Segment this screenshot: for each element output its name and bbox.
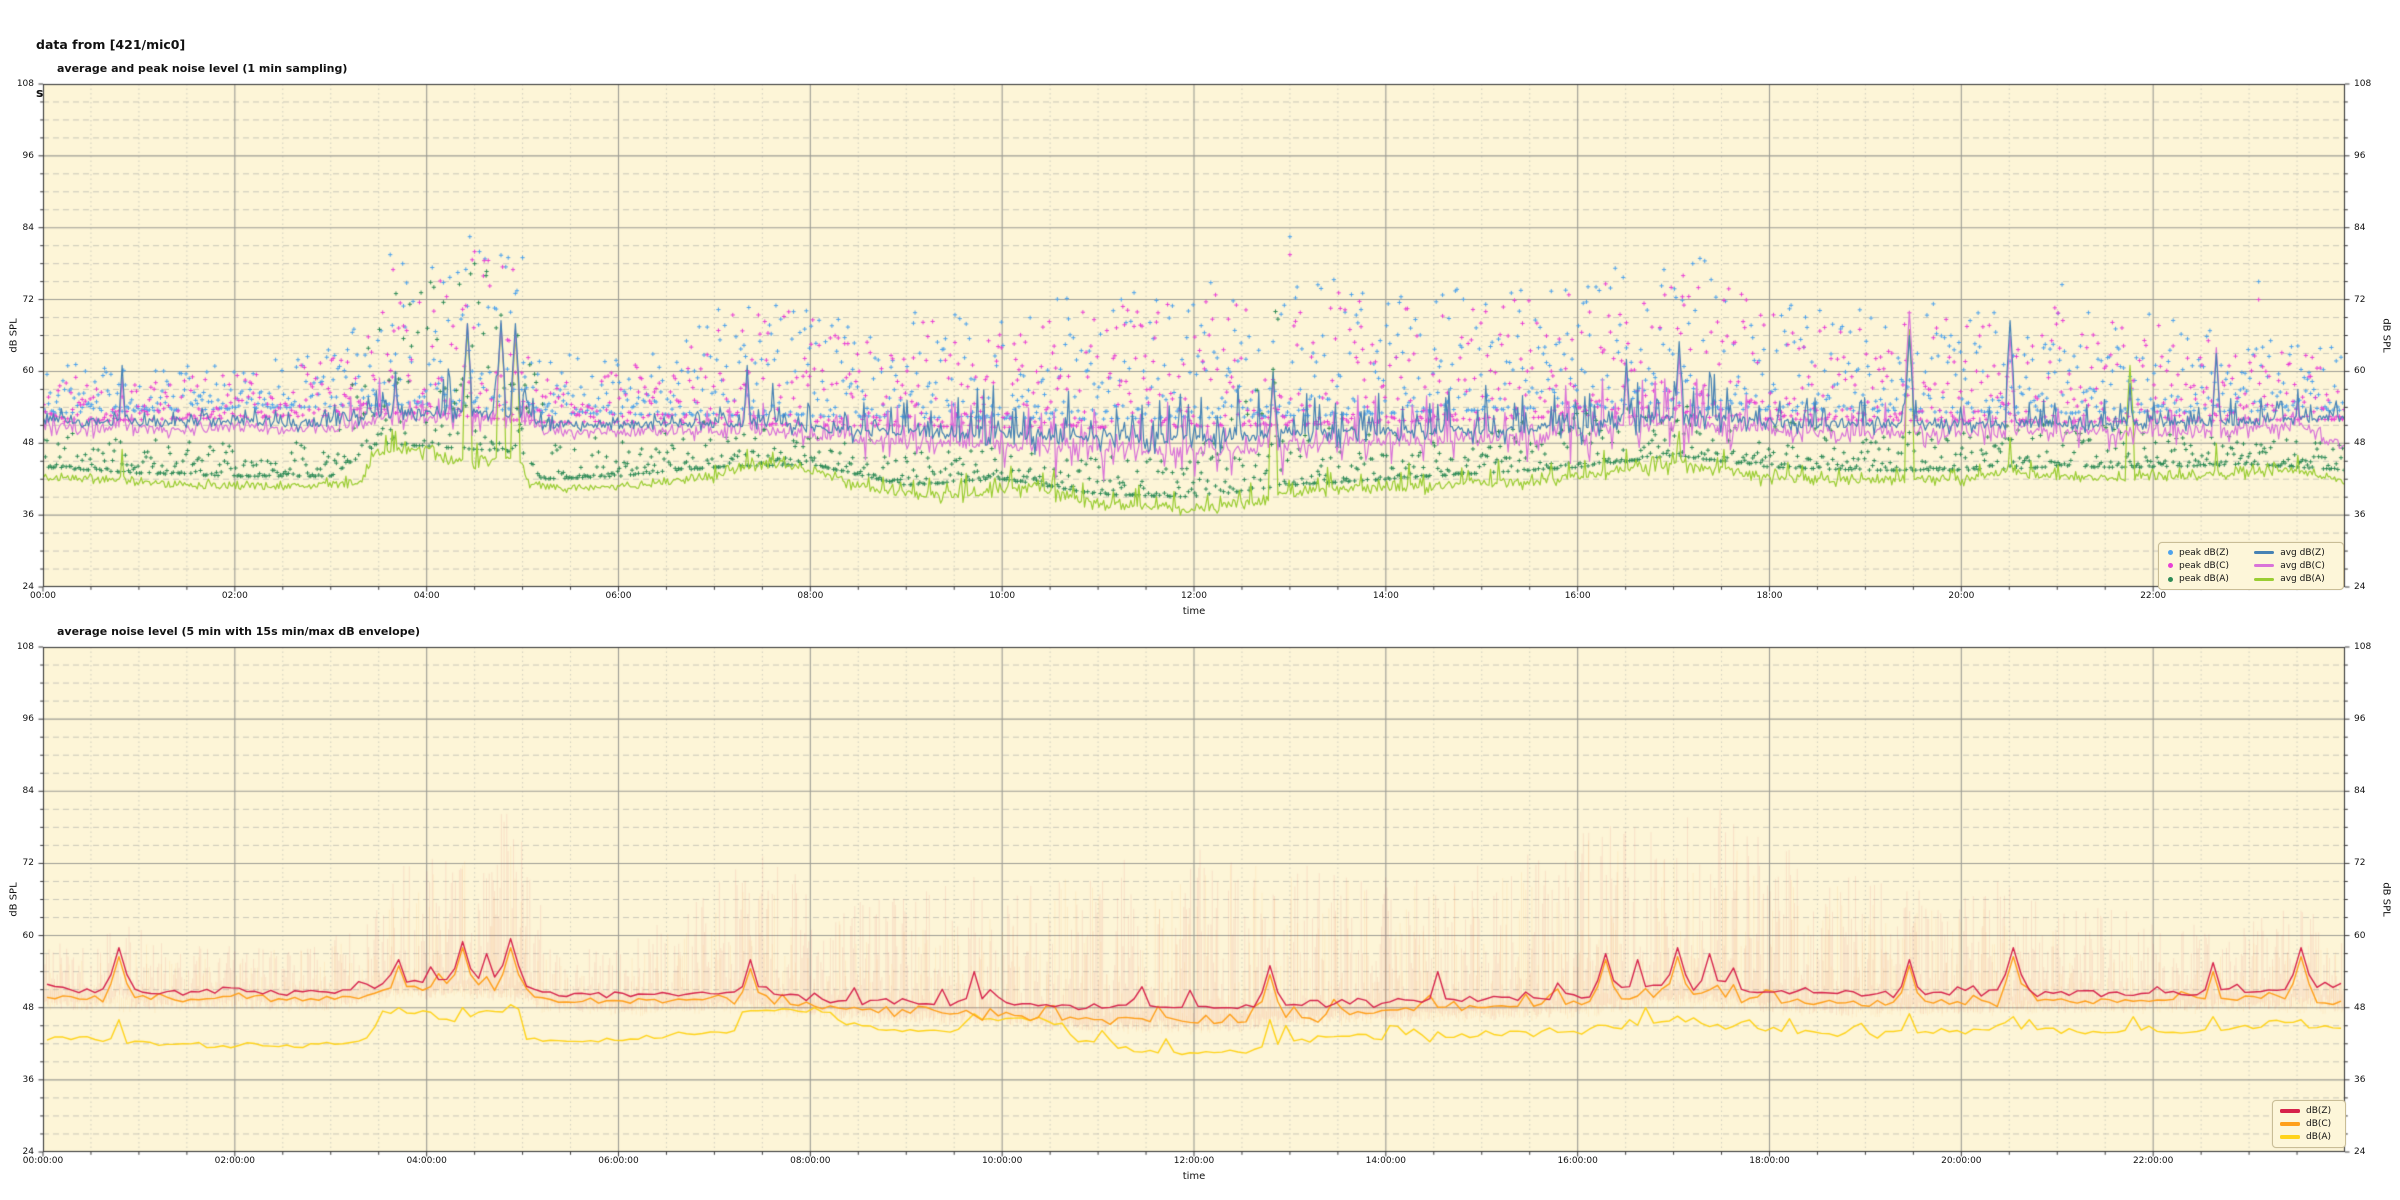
ytick-label-left: 36 xyxy=(22,1074,34,1085)
header-line1: data from [421/mic0] xyxy=(36,37,186,52)
legend-item-label: avg dB(A) xyxy=(2280,574,2325,585)
xtick-label: 16:00 xyxy=(1564,591,1591,601)
xtick-label: 16:00:00 xyxy=(1557,1156,1598,1166)
ytick-label-right: 96 xyxy=(2354,150,2366,161)
xtick-label: 20:00 xyxy=(1948,591,1975,601)
xtick-label: 10:00 xyxy=(989,591,1016,601)
xtick-label: 00:00:00 xyxy=(22,1156,64,1166)
ytick-label-left: 60 xyxy=(22,366,34,377)
ytick-label-right: 24 xyxy=(2354,582,2366,592)
legend-item: avg dB(Z) xyxy=(2254,546,2336,559)
ytick-label-left: 24 xyxy=(22,1147,34,1157)
legend-dot-marker xyxy=(2168,563,2173,569)
legend-item: peak dB(C) xyxy=(2166,559,2240,572)
ytick-label-right: 36 xyxy=(2354,510,2366,521)
chart1-title: average and peak noise level (1 min samp… xyxy=(57,62,348,75)
xtick-label: 12:00 xyxy=(1181,591,1207,601)
xtick-label: 18:00:00 xyxy=(1749,1156,1790,1166)
legend-dot-marker xyxy=(2168,576,2173,582)
xtick-label: 22:00 xyxy=(2140,591,2167,601)
ytick-label-right: 48 xyxy=(2354,438,2366,449)
xtick-label: 18:00 xyxy=(1756,591,1783,601)
ytick-label-left: 48 xyxy=(22,438,34,449)
xtick-label: 04:00:00 xyxy=(406,1156,447,1166)
ytick-label-right: 48 xyxy=(2354,1002,2366,1013)
legend-item-label: avg dB(C) xyxy=(2280,560,2325,571)
legend-item: dB(A) xyxy=(2280,1131,2338,1144)
ytick-label-left: 60 xyxy=(22,930,34,941)
ytick-label-left: 96 xyxy=(22,714,34,725)
ytick-label-left: 108 xyxy=(16,642,34,652)
ytick-label-left: 72 xyxy=(22,858,34,869)
legend-item: peak dB(Z) xyxy=(2166,546,2240,559)
ytick-label-left: 48 xyxy=(22,1002,34,1013)
xtick-label: 10:00:00 xyxy=(981,1156,1023,1166)
legend-item-label: dB(Z) xyxy=(2306,1105,2332,1116)
legend-line-marker xyxy=(2280,1135,2300,1140)
xtick-label: 00:00 xyxy=(30,591,56,601)
xtick-label: 06:00 xyxy=(605,591,632,601)
ytick-label-right: 84 xyxy=(2354,222,2366,233)
chart1-ylabel-left: dB SPL xyxy=(8,318,20,353)
chart1-ylabel-right: dB SPL xyxy=(2380,318,2392,353)
chart2-xlabel: time xyxy=(1182,1171,1206,1182)
xtick-label: 08:00 xyxy=(797,591,824,601)
ytick-label-left: 84 xyxy=(22,222,34,233)
ytick-label-right: 24 xyxy=(2354,1147,2366,1157)
legend-line-marker xyxy=(2280,1121,2300,1126)
legend-item-label: peak dB(A) xyxy=(2179,574,2229,585)
legend-line-marker xyxy=(2280,1108,2300,1113)
ytick-label-left: 96 xyxy=(22,150,34,161)
xtick-label: 02:00 xyxy=(221,591,248,601)
ytick-label-right: 108 xyxy=(2354,642,2372,652)
legend-item: dB(Z) xyxy=(2280,1104,2338,1117)
legend-item-label: peak dB(C) xyxy=(2179,560,2230,571)
ytick-label-right: 84 xyxy=(2354,786,2366,797)
chart2-ylabel-right: dB SPL xyxy=(2380,882,2392,917)
ytick-label-left: 36 xyxy=(22,510,34,521)
legend-item: avg dB(C) xyxy=(2254,559,2336,572)
ytick-label-right: 96 xyxy=(2354,714,2366,725)
legend-item-label: dB(A) xyxy=(2306,1132,2332,1143)
ytick-label-left: 84 xyxy=(22,786,34,797)
chart1-xlabel: time xyxy=(1182,606,1206,617)
noise-chart1-canvas xyxy=(35,76,2353,595)
xtick-label: 22:00:00 xyxy=(2132,1156,2174,1166)
legend-line-marker xyxy=(2254,564,2275,568)
xtick-label: 12:00:00 xyxy=(1173,1156,1215,1166)
legend-item: dB(C) xyxy=(2280,1117,2338,1130)
legend-item-label: peak dB(Z) xyxy=(2179,547,2229,558)
xtick-label: 04:00 xyxy=(413,591,440,601)
xtick-label: 20:00:00 xyxy=(1941,1156,1982,1166)
noise-chart2-canvas xyxy=(35,639,2353,1160)
xtick-label: 14:00:00 xyxy=(1365,1156,1407,1166)
legend-item: avg dB(A) xyxy=(2254,573,2336,586)
xtick-label: 06:00:00 xyxy=(598,1156,639,1166)
chart2-title: average noise level (5 min with 15s min/… xyxy=(57,625,421,638)
chart1-legend: peak dB(Z) peak dB(C) peak dB(A) avg dB(Z) a… xyxy=(2158,542,2344,590)
ytick-label-right: 72 xyxy=(2354,294,2366,305)
legend-item-label: dB(C) xyxy=(2306,1118,2332,1129)
xtick-label: 02:00:00 xyxy=(214,1156,256,1166)
ytick-label-left: 24 xyxy=(22,582,34,592)
ytick-label-right: 60 xyxy=(2354,930,2366,941)
legend-item-label: avg dB(Z) xyxy=(2280,547,2325,558)
xtick-label: 08:00:00 xyxy=(790,1156,831,1166)
ytick-label-left: 72 xyxy=(22,294,34,305)
ytick-label-right: 60 xyxy=(2354,366,2366,377)
xtick-label: 14:00 xyxy=(1372,591,1399,601)
legend-line-marker xyxy=(2254,577,2275,581)
chart2-legend: dB(Z) dB(C) dB(A) xyxy=(2272,1100,2346,1148)
chart2-ylabel-left: dB SPL xyxy=(8,882,20,917)
ytick-label-right: 36 xyxy=(2354,1074,2366,1085)
ytick-label-left: 108 xyxy=(16,79,34,89)
legend-line-marker xyxy=(2254,551,2275,555)
legend-dot-marker xyxy=(2168,550,2173,556)
ytick-label-right: 72 xyxy=(2354,858,2366,869)
legend-item: peak dB(A) xyxy=(2166,573,2240,586)
ytick-label-right: 108 xyxy=(2354,79,2372,89)
